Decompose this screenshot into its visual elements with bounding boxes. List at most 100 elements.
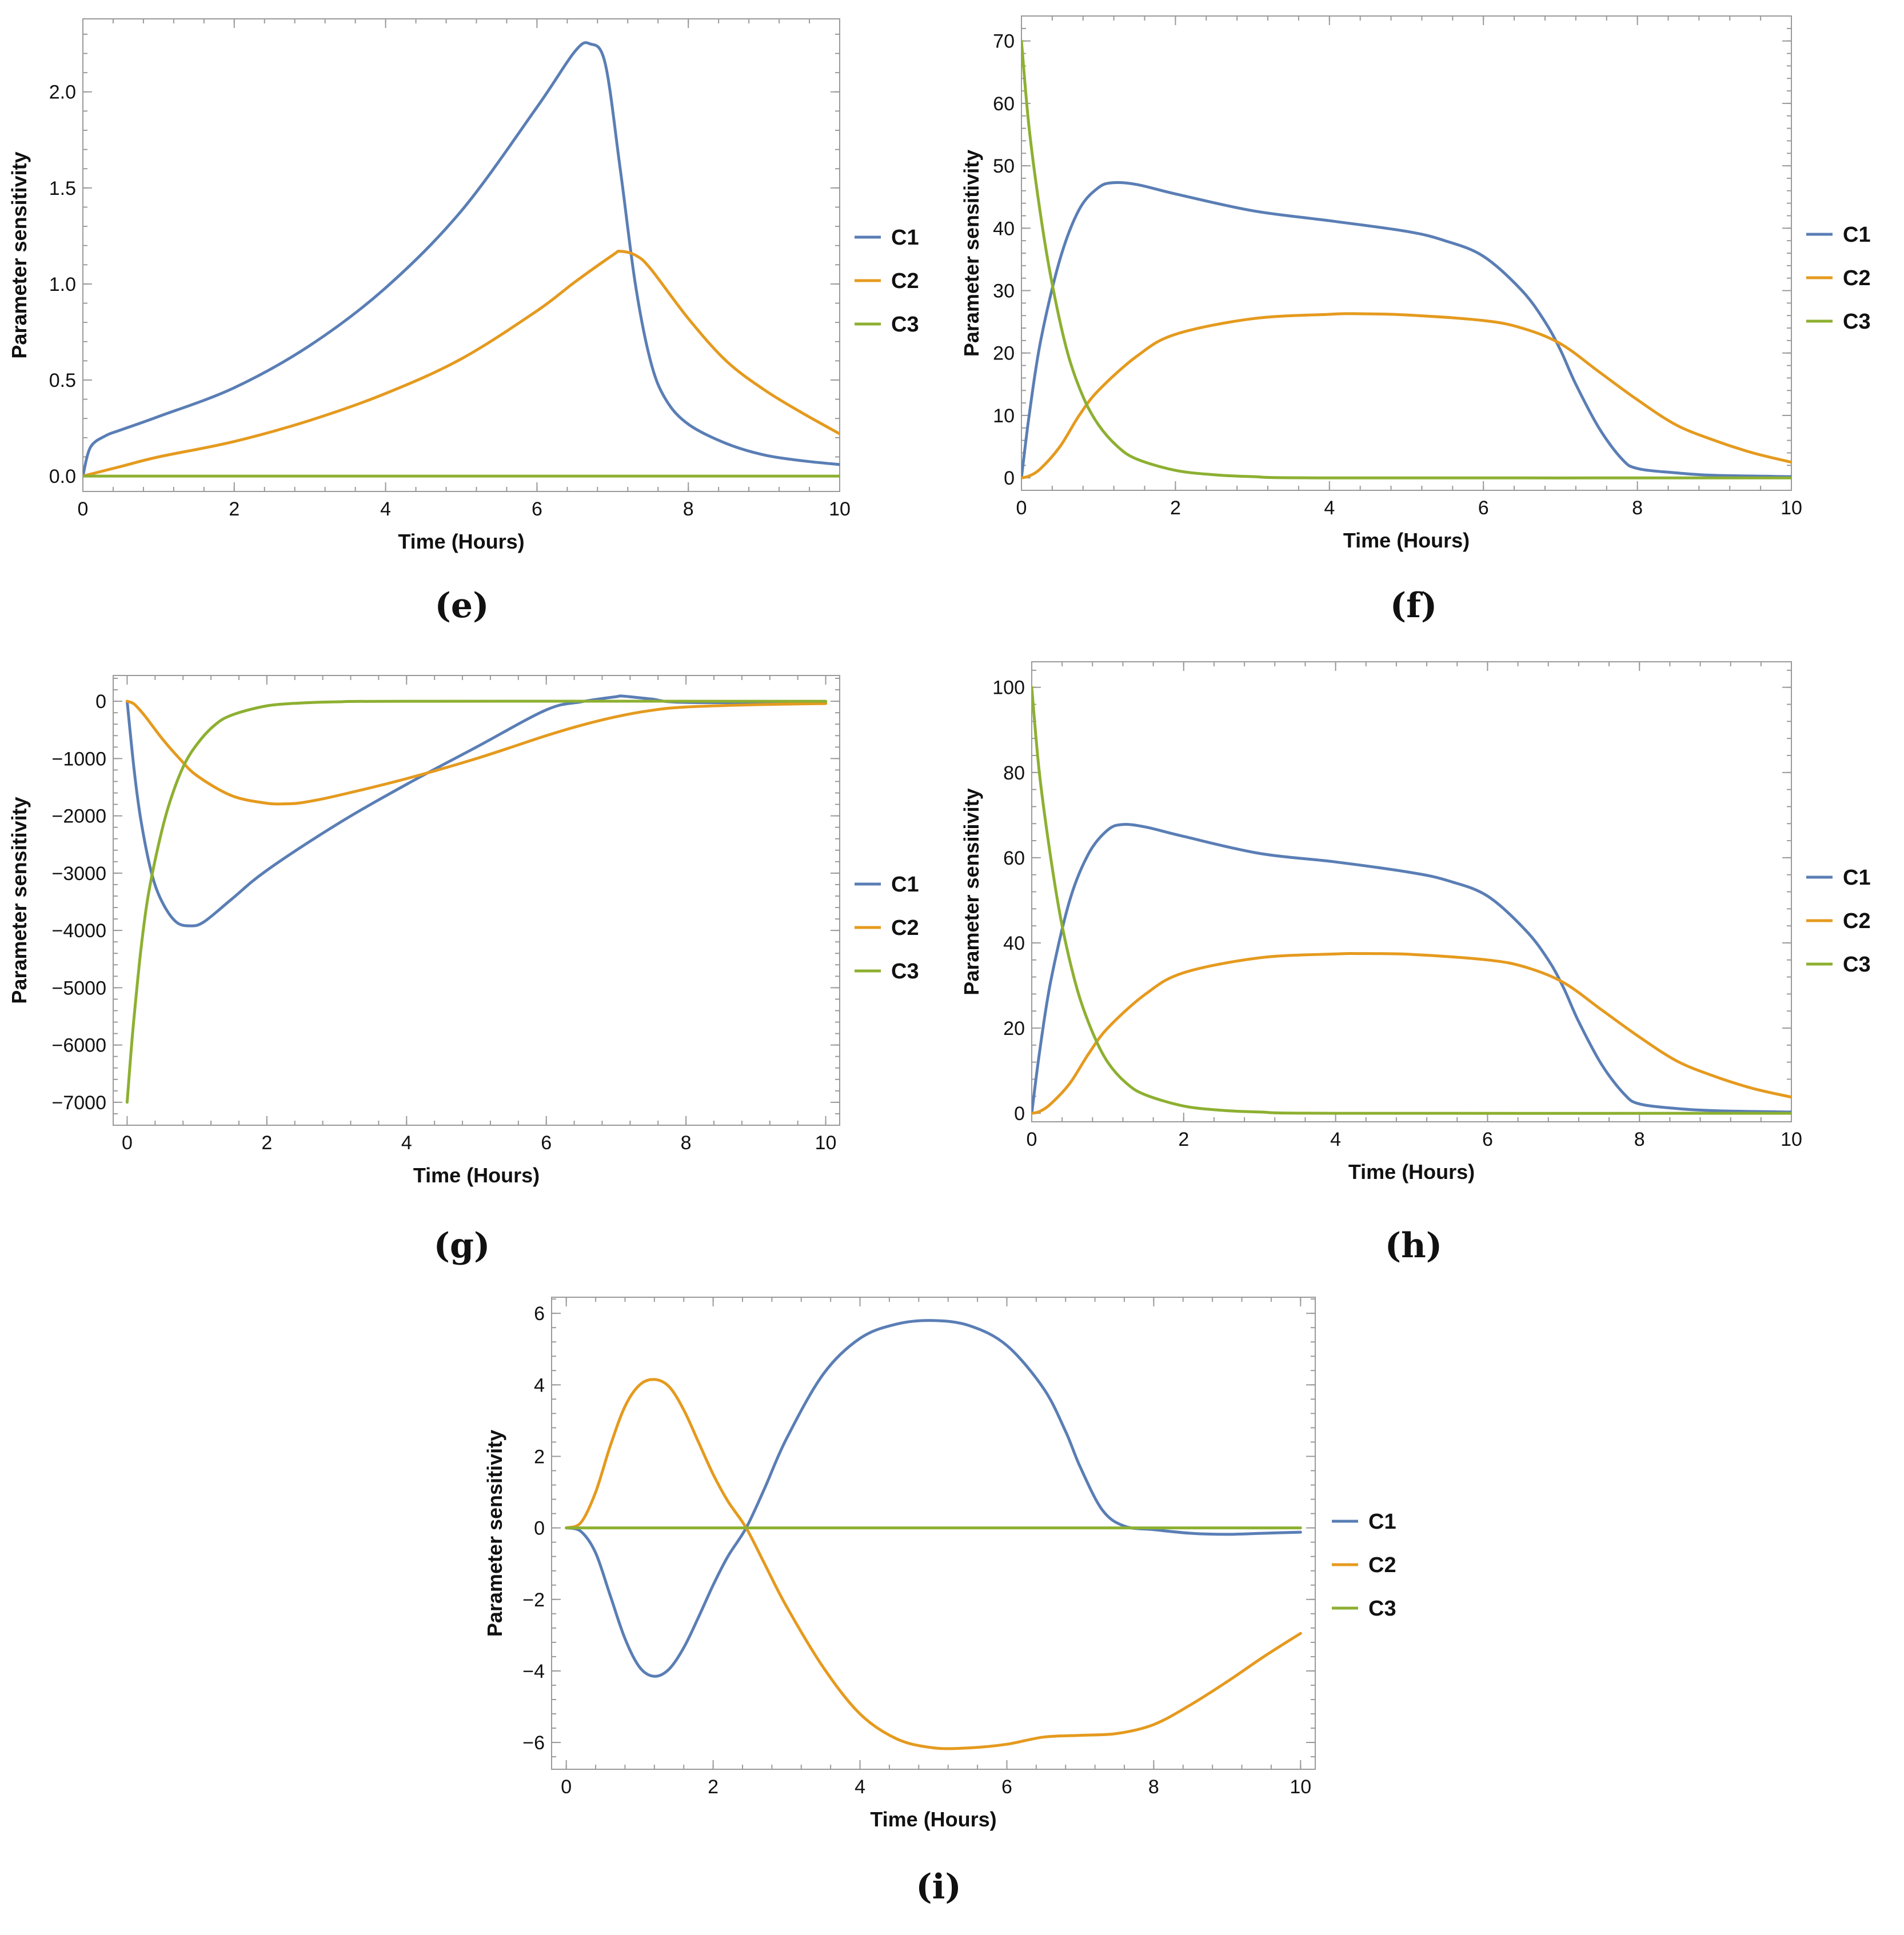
x-tick-label: 6: [1001, 1776, 1012, 1798]
x-tick-label: 8: [1632, 497, 1643, 519]
chart-panel-1: 0 2 4 6 8 10 0 10 20 30 40 50 60 70 Time (Hours) Parame…: [960, 15, 1871, 626]
x-axis-title: Time (Hours): [398, 530, 524, 553]
y-tick-label: 30: [993, 281, 1015, 302]
y-tick-label: 1.5: [49, 178, 76, 199]
series-line-c3: [1032, 686, 1791, 1115]
y-tick-label: 0: [1004, 467, 1015, 489]
chart-panel-4: 0 2 4 6 8 10 6 4 2 0 −2 −4 −6 Time (Hours) Parameter s…: [483, 1297, 1396, 1907]
x-tick-label: 4: [1330, 1129, 1341, 1150]
series-line-c2: [565, 1378, 1302, 1750]
x-tick-label: 4: [401, 1132, 412, 1154]
y-tick-label: 10: [993, 405, 1015, 427]
series-line-c1: [565, 1319, 1302, 1678]
y-tick-label: −7000: [52, 1092, 107, 1114]
panel-label: (i): [916, 1867, 961, 1907]
series-line-c2: [1021, 312, 1791, 479]
y-tick-label: 80: [1003, 762, 1025, 784]
y-tick-label: −2000: [52, 806, 107, 827]
y-tick-label: 70: [993, 31, 1015, 53]
legend-label-c1: C1: [1843, 866, 1871, 890]
x-tick-label: 6: [541, 1132, 552, 1154]
series-line-c2: [125, 699, 828, 806]
y-tick-label: 1.0: [49, 274, 76, 295]
chart-panel-0: 0 2 4 6 8 10 0.0 0.5 1.0 1.5 2.0 Time (Hours) Parame…: [7, 18, 919, 626]
x-tick-label: 10: [1781, 1129, 1802, 1150]
x-tick-label: 2: [1170, 497, 1181, 519]
series-line-c2: [83, 250, 840, 478]
panel-label: (h): [1385, 1226, 1442, 1266]
y-tick-label: 2: [534, 1446, 545, 1468]
y-tick-label: −4000: [52, 920, 107, 942]
legend-label-c3: C3: [891, 313, 919, 337]
y-tick-label: 2.0: [49, 82, 76, 103]
y-tick-label: 0: [95, 691, 106, 713]
x-tick-label: 8: [1148, 1776, 1159, 1798]
y-tick-label: −1000: [52, 748, 107, 770]
legend-label-c2: C2: [891, 269, 919, 293]
y-tick-label: 0: [534, 1518, 545, 1540]
y-tick-label: 20: [993, 343, 1015, 365]
x-tick-label: 4: [1324, 497, 1335, 519]
y-tick-label: −4: [522, 1661, 545, 1682]
x-tick-label: 4: [380, 498, 391, 520]
y-tick-label: 0.0: [49, 466, 76, 487]
x-tick-label: 10: [829, 498, 851, 520]
x-tick-label: 2: [229, 498, 240, 520]
x-axis-title: Time (Hours): [1343, 529, 1470, 552]
legend-label-c1: C1: [1368, 1510, 1396, 1534]
x-tick-label: 8: [1634, 1129, 1645, 1150]
plot-frame: [551, 1297, 1316, 1770]
y-tick-label: 20: [1003, 1018, 1025, 1040]
plot-frame: [1021, 15, 1792, 491]
y-tick-label: −2: [522, 1589, 545, 1611]
y-tick-label: 4: [534, 1374, 545, 1396]
x-tick-label: 6: [1478, 497, 1489, 519]
y-tick-label: −6000: [52, 1035, 107, 1057]
series-line-c3: [1021, 39, 1791, 479]
x-axis-title: Time (Hours): [1348, 1160, 1475, 1184]
y-tick-label: 60: [993, 93, 1015, 115]
legend-label-c2: C2: [1843, 909, 1871, 933]
series-line-c1: [1032, 823, 1791, 1115]
x-tick-label: 0: [561, 1776, 572, 1798]
x-tick-label: 0: [78, 498, 89, 520]
chart-panel-2: 0 2 4 6 8 10 0 −1000 −2000 −3000 −4000 −5000 −6000 −7…: [7, 675, 919, 1266]
plot-frame: [1031, 661, 1792, 1122]
legend-label-c2: C2: [1368, 1553, 1396, 1577]
x-axis-title: Time (Hours): [870, 1808, 996, 1831]
x-tick-label: 2: [261, 1132, 272, 1154]
legend-label-c3: C3: [1843, 310, 1871, 334]
y-axis-title: Parameter sensitivity: [960, 788, 983, 995]
y-axis-title: Parameter sensitivity: [7, 797, 31, 1004]
legend-label-c1: C1: [891, 226, 919, 250]
panel-label: (g): [434, 1226, 490, 1266]
series-line-c1: [1021, 181, 1791, 479]
series-line-c2: [1032, 951, 1791, 1115]
y-axis-title: Parameter sensitivity: [7, 151, 31, 358]
plot-frame: [82, 18, 840, 492]
legend-label-c1: C1: [1843, 223, 1871, 247]
y-tick-label: 50: [993, 155, 1015, 177]
series-line-c3: [125, 699, 828, 1104]
x-tick-label: 10: [815, 1132, 837, 1154]
plot-frame: [113, 675, 840, 1126]
series-line-c1: [83, 41, 840, 478]
legend-label-c3: C3: [1843, 953, 1871, 977]
y-tick-label: 0.5: [49, 370, 76, 391]
x-tick-label: 0: [122, 1132, 133, 1154]
x-tick-label: 4: [855, 1776, 865, 1798]
y-axis-title: Parameter sensitivity: [483, 1430, 506, 1637]
y-tick-label: 40: [993, 218, 1015, 239]
series-line-c1: [125, 694, 828, 927]
x-tick-label: 10: [1781, 497, 1802, 519]
y-tick-label: −6: [522, 1732, 545, 1754]
legend-label-c3: C3: [1368, 1597, 1396, 1621]
y-tick-label: 40: [1003, 933, 1025, 954]
y-tick-label: 6: [534, 1303, 545, 1325]
x-tick-label: 8: [681, 1132, 692, 1154]
y-tick-label: 60: [1003, 847, 1025, 869]
x-tick-label: 8: [683, 498, 694, 520]
x-axis-title: Time (Hours): [413, 1164, 540, 1187]
